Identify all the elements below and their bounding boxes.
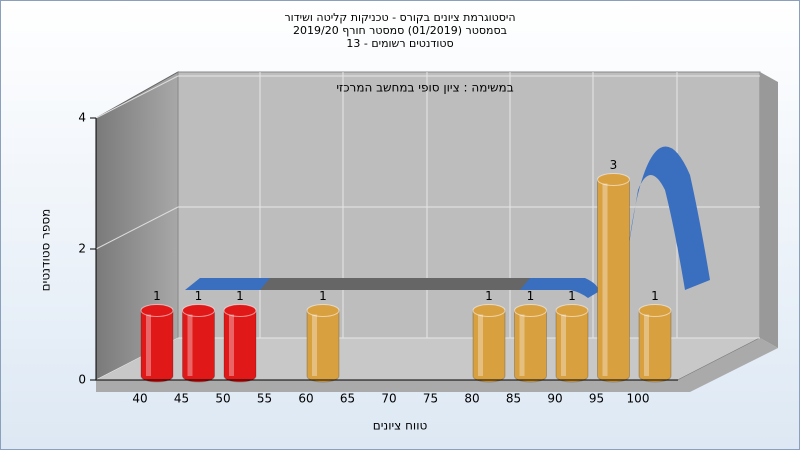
bar: [223, 304, 257, 383]
bar: [638, 304, 672, 383]
x-tick-label: 80: [464, 392, 479, 406]
y-tick-label: 4: [78, 111, 86, 125]
x-tick-label: 85: [506, 392, 521, 406]
bar-top: [597, 173, 630, 186]
bar: [140, 304, 174, 383]
y-tick-label: 2: [78, 242, 86, 256]
x-tick-label: 45: [174, 392, 189, 406]
chart-title: היסטוגרמת ציונים בקורס - טכניקות קליטה ו…: [284, 11, 515, 24]
x-tick-label: 40: [132, 392, 147, 406]
bar-shine: [478, 314, 483, 376]
floor-edge: [96, 338, 778, 392]
chart-subtitle: בסמסטר (01/2019) סמסטר חורף 2019/20: [293, 24, 507, 37]
x-tick-label: 75: [423, 392, 438, 406]
bar-top: [514, 304, 547, 317]
bar-shine: [312, 314, 317, 376]
chart-subtitle: סטודנטים רשומים - 13: [346, 37, 453, 50]
x-tick-label: 100: [627, 392, 650, 406]
bar-body: [597, 179, 630, 383]
x-tick-label: 95: [589, 392, 604, 406]
fit-curve: [628, 146, 710, 290]
value-label: 1: [651, 289, 659, 303]
bar-body: [638, 310, 672, 383]
bar-top: [555, 304, 589, 317]
y-tick-label: 0: [78, 373, 86, 387]
bar-body: [140, 310, 174, 383]
bar-shine: [187, 314, 193, 376]
value-label: 1: [153, 289, 161, 303]
bar-top: [140, 304, 174, 317]
bar-top: [472, 304, 506, 317]
bar-body: [514, 310, 547, 383]
value-label: 1: [527, 289, 535, 303]
bar-body: [306, 310, 340, 383]
bar-top: [182, 304, 215, 317]
bar-body: [472, 310, 506, 383]
value-label: 1: [568, 289, 576, 303]
bar: [514, 304, 547, 383]
bar-body: [182, 310, 215, 383]
value-label: 3: [610, 158, 618, 172]
bar-top: [306, 304, 340, 317]
x-tick-label: 60: [298, 392, 313, 406]
value-label: 1: [319, 289, 327, 303]
value-label: 1: [195, 289, 203, 303]
grid-line: [95, 206, 179, 250]
value-label: 1: [485, 289, 493, 303]
bar: [597, 173, 630, 383]
bar-shine: [561, 314, 566, 376]
bar-body: [555, 310, 589, 383]
bar-shine: [519, 314, 525, 376]
bar-body: [223, 310, 257, 383]
bar-top: [638, 304, 672, 317]
wall-shadow: [760, 72, 778, 348]
bar: [306, 304, 340, 383]
bar-shine: [229, 314, 234, 376]
grid-line: [95, 75, 179, 119]
y-axis-label: מספר סטודנטים: [39, 209, 53, 292]
annotation: במשימה : ציון סופי במחשב המרכזי: [336, 81, 513, 95]
x-tick-label: 50: [215, 392, 230, 406]
bar: [182, 304, 215, 383]
bar-top: [223, 304, 257, 317]
x-tick-label: 90: [547, 392, 562, 406]
bar: [472, 304, 506, 383]
bar-shine: [602, 183, 608, 376]
fit-curve-shadow: [260, 278, 530, 290]
x-axis-label: טווח ציונים: [373, 419, 428, 433]
bar-shine: [146, 314, 151, 376]
value-label: 1: [236, 289, 244, 303]
bar: [555, 304, 589, 383]
x-tick-label: 70: [381, 392, 396, 406]
bar-shine: [644, 314, 649, 376]
x-tick-label: 65: [340, 392, 355, 406]
x-tick-label: 55: [257, 392, 272, 406]
